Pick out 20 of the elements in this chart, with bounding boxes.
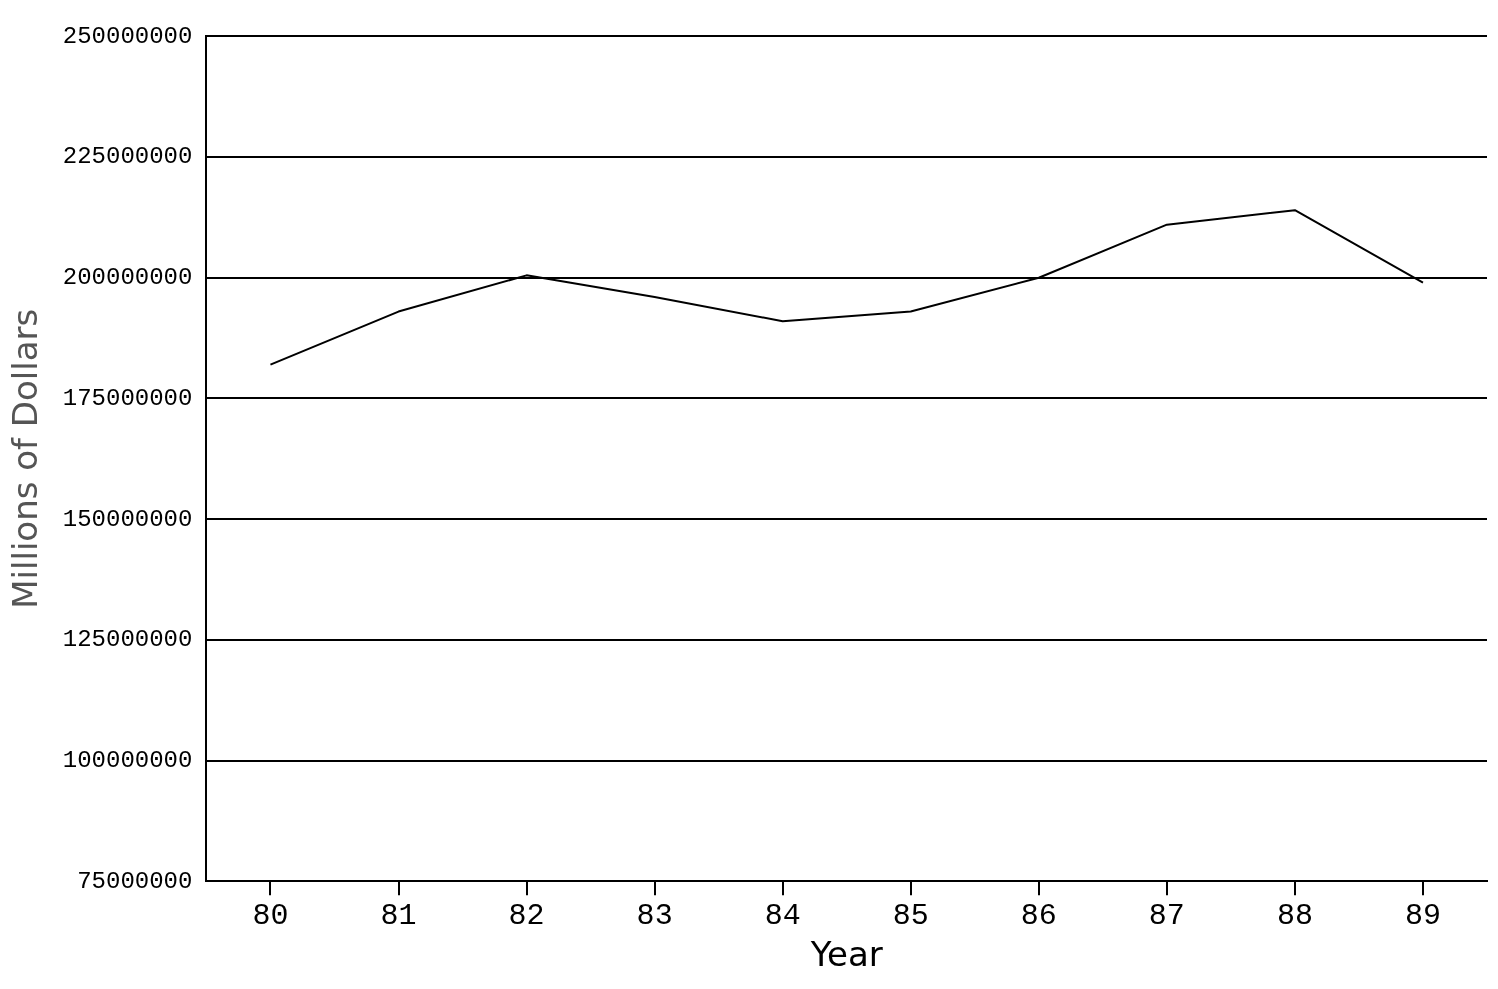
x-tick-label: 86 — [1020, 899, 1057, 934]
x-tick-label: 81 — [380, 899, 417, 934]
y-axis-title: Millions of Dollars — [5, 308, 46, 609]
x-tick-label: 83 — [636, 899, 673, 934]
y-tick-label: 250000000 — [62, 22, 193, 50]
x-tick-label: 88 — [1276, 899, 1313, 934]
y-tick-label: 150000000 — [62, 505, 193, 533]
y-tick-label: 100000000 — [62, 746, 193, 774]
x-tick-label: 85 — [892, 899, 929, 934]
y-tick-label: 75000000 — [77, 867, 193, 895]
y-tick-label: 125000000 — [62, 626, 193, 654]
x-tick-label: 89 — [1404, 899, 1441, 934]
x-tick-label: 87 — [1148, 899, 1185, 934]
y-tick-label: 225000000 — [62, 143, 193, 171]
x-tick-label: 80 — [252, 899, 289, 934]
y-tick-label: 175000000 — [62, 384, 193, 412]
x-axis-title: Year — [809, 934, 883, 975]
y-tick-label: 200000000 — [62, 264, 193, 292]
x-tick-label: 82 — [508, 899, 545, 934]
x-tick-label: 84 — [764, 899, 801, 934]
